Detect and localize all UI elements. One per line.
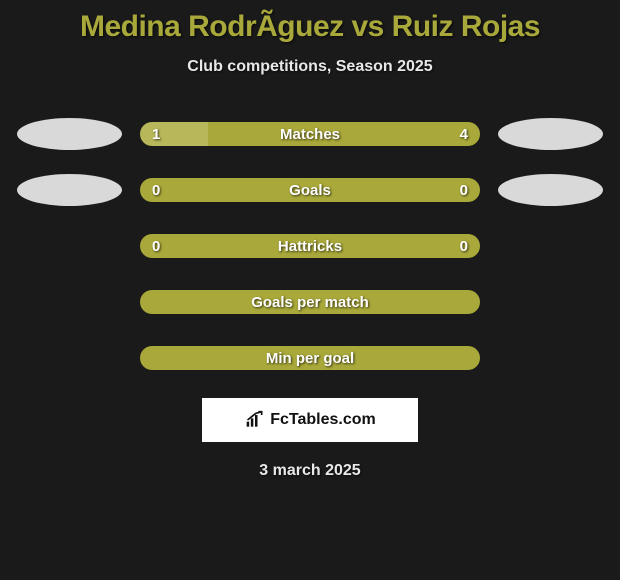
stat-value-left: 0 <box>152 234 160 258</box>
stat-value-left: 0 <box>152 178 160 202</box>
page-title: Medina RodrÃ­guez vs Ruiz Rojas <box>0 0 620 44</box>
stat-row: Goals per match <box>0 286 620 318</box>
stat-bar: Matches1 4 <box>140 122 480 146</box>
stat-row: Matches1 4 <box>0 118 620 150</box>
stat-bar: Goals per match <box>140 290 480 314</box>
branding-panel[interactable]: FcTables.com <box>202 398 418 442</box>
player-right-icon <box>498 174 603 206</box>
stat-label: Hattricks <box>140 234 480 258</box>
stat-bar: Hattricks0 0 <box>140 234 480 258</box>
player-left-icon <box>17 174 122 206</box>
player-left-icon <box>17 118 122 150</box>
branding-text: FcTables.com <box>270 411 376 429</box>
stat-row: Goals0 0 <box>0 174 620 206</box>
stat-value-right: 0 <box>460 178 468 202</box>
stat-bar: Min per goal <box>140 346 480 370</box>
branding-icon <box>244 410 266 430</box>
stat-label: Goals per match <box>140 290 480 314</box>
stat-value-right: 4 <box>460 122 468 146</box>
generation-date: 3 march 2025 <box>0 462 620 480</box>
stats-container: Matches14Goals00Hattricks00Goals per mat… <box>0 118 620 374</box>
stat-label: Matches <box>140 122 480 146</box>
stat-label: Goals <box>140 178 480 202</box>
stat-bar: Goals0 0 <box>140 178 480 202</box>
stat-label: Min per goal <box>140 346 480 370</box>
stat-row: Hattricks0 0 <box>0 230 620 262</box>
stat-value-left: 1 <box>152 122 160 146</box>
player-right-icon <box>498 118 603 150</box>
page-subtitle: Club competitions, Season 2025 <box>0 58 620 76</box>
stat-row: Min per goal <box>0 342 620 374</box>
stat-value-right: 0 <box>460 234 468 258</box>
